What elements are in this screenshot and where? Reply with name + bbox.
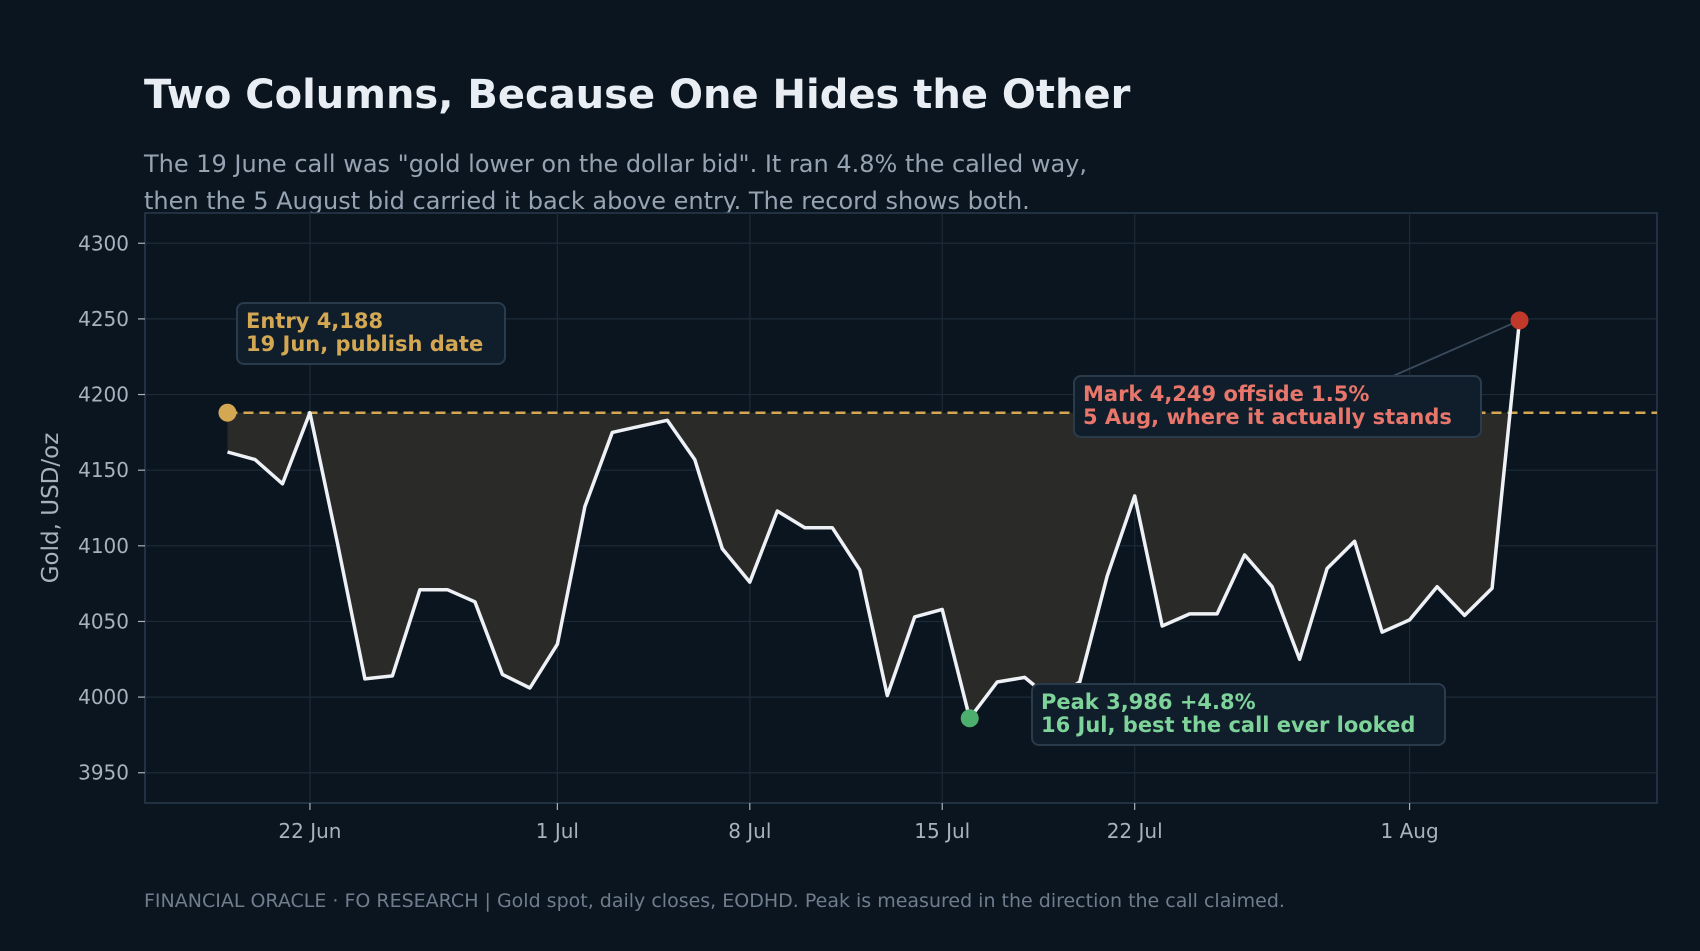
y-tick-label: 4250 (78, 307, 129, 331)
source-footer: FINANCIAL ORACLE · FO RESEARCH | Gold sp… (144, 890, 1285, 912)
y-tick-label: 4150 (78, 458, 129, 482)
mark-leader-line (1392, 319, 1520, 377)
mark-marker (1510, 311, 1529, 330)
peak-annotation-line-2: 16 Jul, best the call ever looked (1041, 713, 1415, 737)
x-tick-label: 22 Jul (1107, 819, 1163, 843)
mark-annotation-line-2: 5 Aug, where it actually stands (1083, 405, 1452, 429)
peak-marker (960, 709, 979, 728)
y-tick-label: 4050 (78, 609, 129, 633)
y-tick-label: 4000 (78, 685, 129, 709)
y-axis-ticks: 3950 4000 4050 4100 4150 4200 4250 4300 (78, 231, 145, 785)
x-tick-label: 22 Jun (278, 819, 341, 843)
entry-annotation-line-2: 19 Jun, publish date (246, 332, 483, 356)
y-axis-label: Gold, USD/oz (38, 433, 64, 584)
peak-annotation: Peak 3,986 +4.8% 16 Jul, best the call e… (1031, 683, 1446, 746)
mark-annotation-box (1073, 375, 1482, 438)
chart-subtitle: The 19 June call was "gold lower on the … (144, 146, 1087, 220)
subtitle-line-1: The 19 June call was "gold lower on the … (144, 150, 1088, 178)
entry-annotation: Entry 4,188 19 Jun, publish date (236, 302, 506, 365)
x-axis-ticks: 22 Jun 1 Jul 8 Jul 15 Jul 22 Jul 1 Aug (278, 803, 1439, 843)
y-tick-label: 3950 (78, 761, 129, 785)
y-tick-label: 4100 (78, 534, 129, 558)
x-tick-label: 8 Jul (728, 819, 771, 843)
entry-annotation-line-1: Entry 4,188 (246, 309, 383, 333)
subtitle-line-2: then the 5 August bid carried it back ab… (144, 187, 1030, 215)
x-tick-label: 1 Jul (536, 819, 579, 843)
chart-title: Two Columns, Because One Hides the Other (144, 72, 1131, 118)
entry-marker (218, 403, 237, 422)
peak-annotation-box (1031, 683, 1446, 746)
entry-annotation-box (236, 302, 506, 365)
mark-annotation: Mark 4,249 offside 1.5% 5 Aug, where it … (1073, 375, 1482, 438)
peak-annotation-line-1: Peak 3,986 +4.8% (1041, 690, 1256, 714)
x-tick-label: 15 Jul (914, 819, 970, 843)
y-tick-label: 4300 (78, 231, 129, 255)
drawdown-fill (227, 412, 1511, 719)
series-line-gold (227, 320, 1522, 721)
mark-annotation-line-1: Mark 4,249 offside 1.5% (1083, 382, 1369, 406)
x-tick-label: 1 Aug (1381, 819, 1439, 843)
y-tick-label: 4200 (78, 383, 129, 407)
